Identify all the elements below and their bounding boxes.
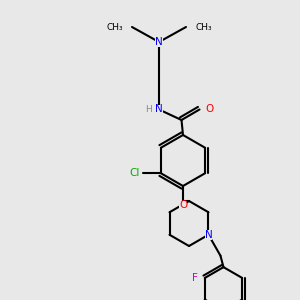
Text: O: O <box>179 200 187 211</box>
Text: N: N <box>155 37 163 47</box>
Text: H: H <box>145 105 152 114</box>
Text: O: O <box>205 104 213 115</box>
Text: F: F <box>192 273 198 283</box>
Text: N: N <box>205 230 212 240</box>
Text: CH₃: CH₃ <box>106 22 123 32</box>
Text: Cl: Cl <box>130 168 140 178</box>
Text: CH₃: CH₃ <box>195 22 211 32</box>
Text: N: N <box>155 104 163 115</box>
